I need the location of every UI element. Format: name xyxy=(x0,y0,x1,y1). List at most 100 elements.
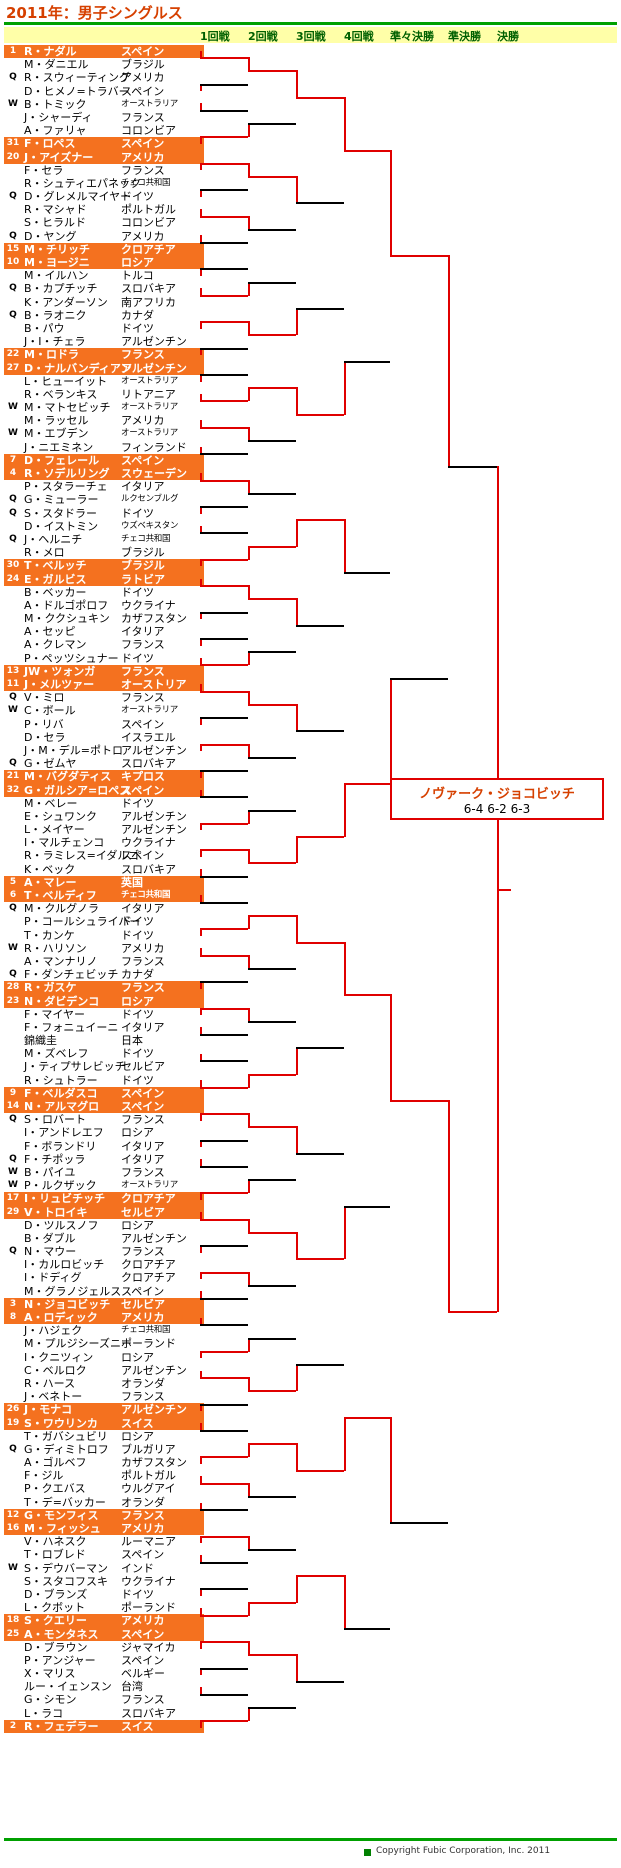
champion-name: ノヴァーク・ジョコビッチ xyxy=(419,787,575,802)
player-country: クロアチア xyxy=(121,242,176,256)
player-name: A・クレマン xyxy=(24,638,87,652)
player-name: R・フェデラー xyxy=(24,1719,99,1733)
player-row: M・イルハン トルコ xyxy=(4,269,204,282)
player-country: ウクライナ xyxy=(121,1574,176,1588)
player-name: G・ゼムヤ xyxy=(24,757,77,771)
player-country: ロシア xyxy=(121,1350,154,1364)
player-status: 9 xyxy=(9,1087,17,1098)
bracket-connector xyxy=(200,189,202,197)
player-country: アルゼンチン xyxy=(121,1231,187,1245)
bracket-connector xyxy=(200,1694,248,1696)
bottom-rule xyxy=(4,1838,617,1841)
bracket-connector xyxy=(200,1720,202,1728)
bracket-connector xyxy=(248,1007,250,1022)
player-country: 台湾 xyxy=(121,1680,143,1694)
player-row: G・シモン フランス xyxy=(4,1693,204,1706)
bracket-connector xyxy=(200,1667,248,1670)
player-status: 3 xyxy=(9,1298,17,1309)
player-country: スペイン xyxy=(121,783,165,797)
page-title: 2011年：男子シングルス xyxy=(6,4,183,22)
bracket-connector xyxy=(200,954,248,957)
bracket-connector xyxy=(296,70,298,98)
player-row: L・ヒューイット オーストラリア xyxy=(4,375,204,388)
player-row: F・フォニュイーニ イタリア xyxy=(4,1021,204,1034)
bracket-connector xyxy=(200,796,248,799)
bracket-connector xyxy=(200,347,248,350)
player-row: P・ペッツシュナー ドイツ xyxy=(4,652,204,665)
copyright: Copyright Fubic Corporation, Inc. 2011 xyxy=(376,1846,551,1856)
player-status: 16 xyxy=(6,1523,20,1533)
bracket-connector xyxy=(200,558,202,567)
player-row: M・ラッセル アメリカ xyxy=(4,414,204,427)
round-label-3: 3回戦 xyxy=(296,30,326,43)
player-name: P・ルクザック xyxy=(24,1179,97,1193)
bracket-connector xyxy=(296,1152,344,1155)
bracket-connector xyxy=(248,756,296,759)
player-country: ルクセンブルグ xyxy=(121,494,179,505)
player-status: Q xyxy=(9,72,17,83)
player-name: L・メイヤー xyxy=(24,823,85,837)
bracket-connector xyxy=(390,255,448,258)
bracket-connector xyxy=(248,1601,296,1604)
player-row: W M・エブデン オーストラリア xyxy=(4,427,204,440)
bracket-connector xyxy=(200,1430,248,1432)
bracket-connector xyxy=(248,281,250,296)
bracket-connector xyxy=(200,875,248,878)
bracket-connector xyxy=(200,1271,202,1280)
player-name: K・ベック xyxy=(24,862,76,876)
player-row: W S・デウバーマン インド xyxy=(4,1562,204,1575)
player-country: イタリア xyxy=(121,902,165,916)
bracket-connector xyxy=(344,1416,390,1419)
player-row: 23 N・ダビデンコ ロシア xyxy=(4,994,204,1008)
player-row: P・リバ スペイン xyxy=(4,718,204,731)
player-name: T・デ=バッカー xyxy=(24,1495,106,1509)
player-name: R・メロ xyxy=(24,546,65,560)
player-name: N・ジョコビッチ xyxy=(24,1297,111,1311)
player-country: スイス xyxy=(121,1719,154,1733)
player-country: アメリカ xyxy=(121,941,165,955)
player-status: W xyxy=(8,942,18,953)
player-status: W xyxy=(8,1562,18,1573)
player-name: J・シャーディ xyxy=(24,110,93,124)
bracket-connector xyxy=(200,1166,248,1168)
player-row: R・ハース オランダ xyxy=(4,1377,204,1390)
player-name: I・アンドレエフ xyxy=(24,1126,104,1140)
player-country: オーストラリア xyxy=(121,402,178,413)
player-country: スペイン xyxy=(121,1653,165,1667)
player-row: Q G・ミューラー ルクセンブルグ xyxy=(4,493,204,506)
player-name: P・クエバス xyxy=(24,1482,86,1496)
bracket-connector xyxy=(200,1317,202,1326)
player-row: ルー・イェンスン 台湾 xyxy=(4,1680,204,1693)
player-name: P・スタラーチェ xyxy=(24,480,108,494)
player-name: F・ジル xyxy=(24,1469,64,1483)
bracket-connector xyxy=(200,1113,202,1121)
player-row: P・クエバス ウルグアイ xyxy=(4,1482,204,1495)
player-row: X・マリス ベルギー xyxy=(4,1667,204,1680)
bracket-connector xyxy=(200,1350,248,1353)
bracket-connector xyxy=(296,1047,344,1050)
bracket-connector xyxy=(200,1086,248,1089)
player-name: B・トミック xyxy=(24,97,87,111)
player-row: 32 G・ガルシア=ロペス スペイン xyxy=(4,783,204,797)
player-name: J・ティプサレビッチ xyxy=(24,1060,126,1074)
bracket-connector xyxy=(248,1535,250,1550)
player-country: スペイン xyxy=(121,1100,165,1113)
player-country: ロシア xyxy=(121,256,154,269)
bracket-connector xyxy=(200,506,202,514)
bracket-connector xyxy=(248,387,250,402)
bracket-connector xyxy=(200,822,202,831)
bracket-connector xyxy=(344,941,346,996)
bracket-connector xyxy=(448,1311,497,1314)
player-country: アルゼンチン xyxy=(121,335,187,349)
player-row: R・ベランキス リトアニア xyxy=(4,388,204,401)
bracket-connector xyxy=(248,57,250,72)
player-country: イタリア xyxy=(121,480,165,494)
player-country: スイス xyxy=(121,1416,154,1430)
player-row: 2 R・フェデラー スイス xyxy=(4,1719,204,1733)
player-country: オランダ xyxy=(121,1376,165,1390)
bracket-connector xyxy=(200,981,202,989)
player-status: W xyxy=(8,705,18,716)
bracket-connector xyxy=(448,255,450,468)
player-status: W xyxy=(8,98,18,109)
player-row: A・クレマン フランス xyxy=(4,638,204,651)
